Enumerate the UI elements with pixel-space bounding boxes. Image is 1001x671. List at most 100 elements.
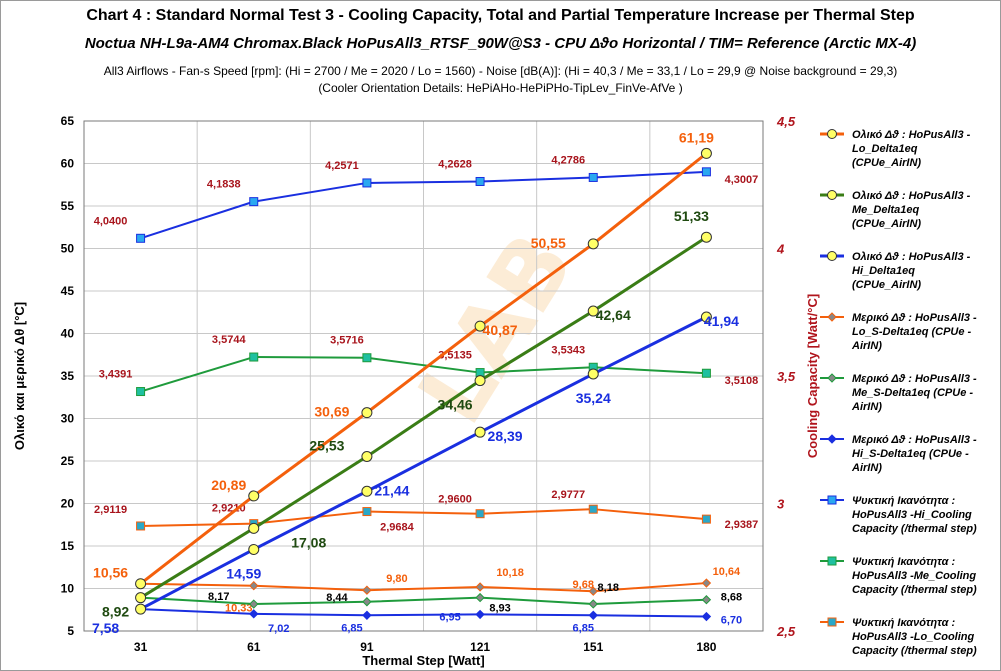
data-point	[475, 609, 485, 620]
data-label: 10,56	[93, 565, 128, 581]
y-tick-label: 35	[61, 369, 75, 383]
legend-entry: Ψυκτική Ικανότητα : HoPusAll3 -Hi_Cooling…	[852, 495, 977, 535]
y-tick-label: 40	[61, 327, 75, 341]
data-point	[136, 233, 146, 243]
data-label: 10,18	[496, 567, 524, 579]
y-tick-label: 45	[61, 284, 75, 298]
data-label: 3,4391	[99, 369, 133, 381]
y-tick-label: 30	[61, 412, 75, 426]
data-point	[362, 507, 372, 517]
data-label: 10,33	[225, 603, 253, 615]
data-point	[474, 426, 486, 438]
series-line-0	[139, 152, 708, 585]
data-label: 2,9387	[725, 519, 759, 531]
data-label: 17,08	[291, 534, 326, 550]
data-point	[474, 320, 486, 332]
data-label: 40,87	[483, 322, 518, 338]
data-label: 30,69	[314, 404, 349, 420]
data-point	[588, 599, 598, 609]
data-point	[475, 509, 485, 519]
y2-tick-label: 3	[777, 497, 785, 512]
data-point	[361, 485, 373, 497]
data-point	[587, 305, 599, 317]
data-label: 4,3007	[725, 174, 759, 186]
data-point	[135, 578, 147, 590]
legend-entry: Ολικό Δϑ : HoPusAll3 -Lo_Delta1eq (CPUe_…	[852, 129, 971, 169]
data-label: 42,64	[596, 307, 631, 323]
data-point	[362, 353, 372, 363]
legend-marker	[827, 373, 837, 383]
data-point	[249, 197, 259, 207]
orientation-details: (Cooler Orientation Details: HePiAHo-HeP…	[318, 81, 683, 95]
data-label: 6,70	[721, 615, 742, 627]
y-tick-label: 60	[61, 157, 75, 171]
data-point	[248, 543, 260, 555]
y2-axis-title: Cooling Capacity [Watt/°C]	[805, 294, 820, 458]
data-point	[249, 580, 259, 591]
data-label: 50,55	[531, 235, 566, 251]
data-label: 21,44	[374, 482, 409, 498]
legend-marker	[827, 312, 837, 322]
data-point	[701, 595, 712, 605]
data-point	[135, 592, 147, 604]
legend-marker	[827, 251, 837, 261]
legend-entry: Μερικό Δϑ : HoPusAll3 -Me_S-Delta1eq (CP…	[851, 373, 977, 413]
series-line-8	[140, 508, 707, 527]
legend-marker	[827, 617, 837, 627]
data-point	[701, 611, 712, 622]
y-axis-title: Ολικό και μερικό Δθ [°C]	[12, 302, 27, 450]
data-label: 61,19	[679, 129, 714, 145]
data-label: 28,39	[488, 428, 523, 444]
y2-tick-label: 4,5	[776, 114, 796, 129]
data-label: 3,5716	[330, 335, 364, 347]
data-point	[362, 610, 372, 620]
data-label: 6,95	[439, 611, 460, 623]
data-point	[701, 578, 712, 588]
data-point	[361, 450, 373, 462]
data-label: 2,9600	[438, 494, 472, 506]
data-point	[701, 368, 711, 378]
test-conditions: All3 Airflows - Fan-s Speed [rpm]: (Hi =…	[103, 64, 898, 78]
data-label: 2,9684	[380, 522, 415, 534]
data-point	[249, 352, 259, 362]
y2-tick-label: 3,5	[777, 369, 796, 384]
data-label: 8,18	[598, 582, 619, 594]
legend-entry: Ολικό Δϑ : HoPusAll3 -Me_Delta1eq (CPUe_…	[852, 190, 971, 230]
series-line-3	[140, 582, 707, 593]
data-label: 10,64	[713, 566, 741, 578]
series-line-2	[139, 315, 708, 611]
data-point	[700, 311, 712, 323]
series-line-5	[140, 608, 707, 618]
data-point	[362, 585, 372, 595]
data-point	[700, 231, 712, 243]
y-tick-label: 10	[61, 582, 75, 596]
x-axis-title: Thermal Step [Watt]	[362, 653, 484, 668]
plot-border	[83, 120, 764, 632]
x-tick-label: 61	[247, 640, 261, 654]
legend-entry: Ψυκτική Ικανότητα : HoPusAll3 -Lo_Cooling…	[852, 617, 977, 657]
data-point	[587, 238, 599, 250]
data-point	[588, 586, 598, 596]
data-label: 3,5343	[551, 344, 585, 356]
data-point	[362, 178, 372, 188]
y-tick-label: 25	[61, 454, 75, 468]
data-point	[135, 603, 147, 615]
y-tick-label: 65	[61, 114, 75, 128]
data-label: 8,44	[326, 592, 348, 604]
y-tick-label: 50	[61, 242, 75, 256]
data-label: 3,5744	[212, 334, 247, 346]
data-label: 20,89	[211, 477, 246, 493]
y-tick-label: 20	[61, 497, 75, 511]
data-point	[701, 514, 711, 524]
chart-title: Chart 4 : Standard Normal Test 3 - Cooli…	[86, 7, 915, 24]
legend-marker	[827, 495, 837, 505]
data-point	[136, 387, 146, 397]
data-point	[475, 592, 485, 603]
data-label: 14,59	[226, 565, 261, 581]
data-label: 41,94	[704, 313, 739, 329]
legend-entry: Ψυκτική Ικανότητα : HoPusAll3 -Me_Cooling…	[852, 556, 977, 596]
data-label: 4,2786	[551, 154, 585, 166]
data-label: 4,2571	[325, 160, 359, 172]
series-line-4	[140, 596, 707, 606]
data-label: 25,53	[309, 437, 344, 453]
